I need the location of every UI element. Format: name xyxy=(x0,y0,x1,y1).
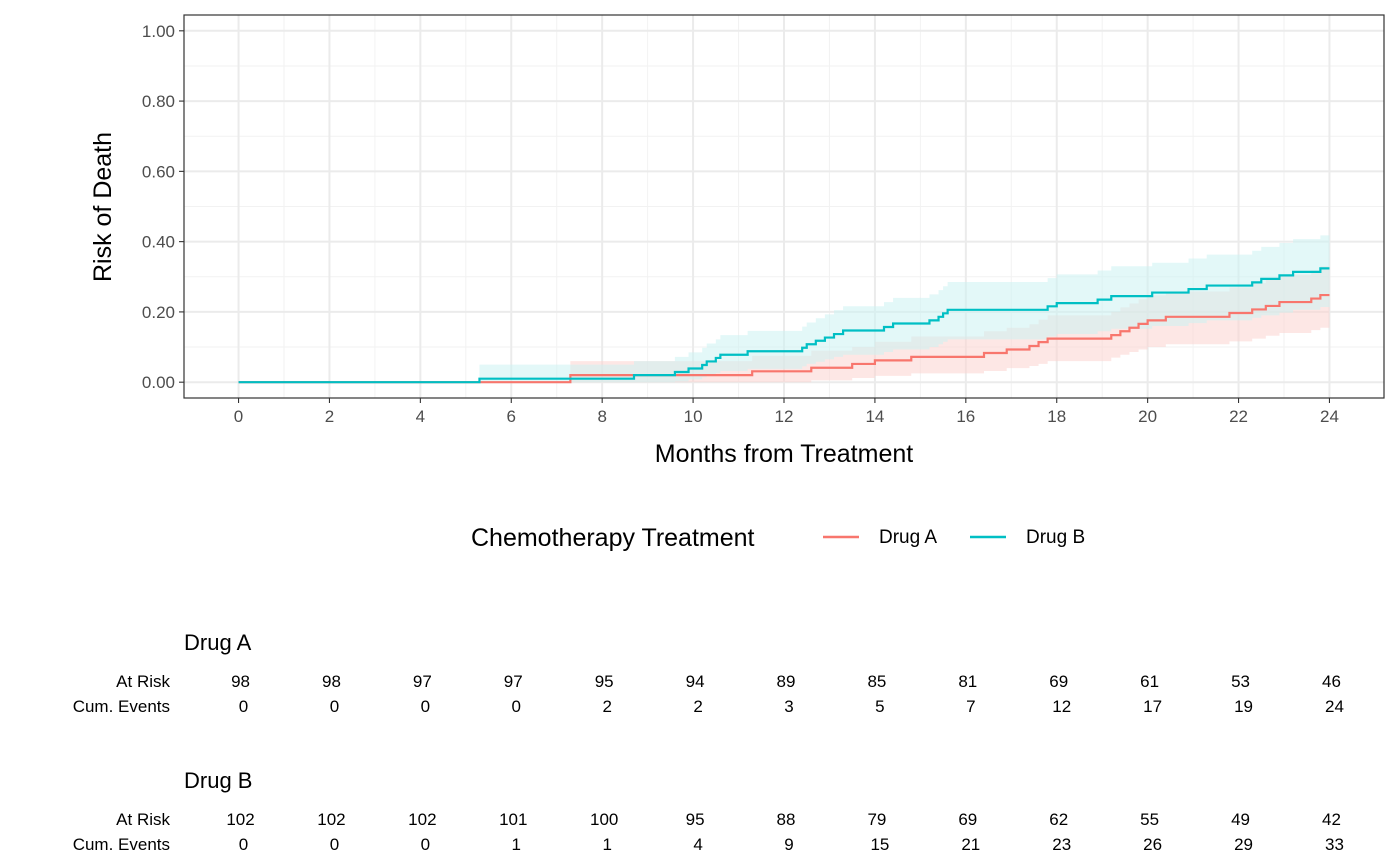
risk-table-cell-cum-events: 0 xyxy=(239,835,248,854)
risk-table-row-label-at-risk: At Risk xyxy=(116,672,170,691)
risk-table-cell-cum-events: 23 xyxy=(1052,835,1071,854)
risk-table-cell-at-risk: 95 xyxy=(595,672,614,691)
risk-table-cell-cum-events: 7 xyxy=(966,697,975,716)
risk-table-row-label-cum-events: Cum. Events xyxy=(73,697,170,716)
y-tick-label: 0.20 xyxy=(142,303,175,322)
legend: Chemotherapy Treatment Drug A Drug B xyxy=(471,524,1085,552)
y-tick-label: 0.60 xyxy=(142,162,175,181)
risk-table-cell-cum-events: 29 xyxy=(1234,835,1253,854)
risk-table-cell-cum-events: 0 xyxy=(421,697,430,716)
ci-band-drug-b xyxy=(238,235,1330,383)
ci-band-drug-a xyxy=(238,266,1330,383)
risk-table-cell-cum-events: 0 xyxy=(330,697,339,716)
risk-table-cell-at-risk: 88 xyxy=(777,810,796,829)
legend-label-drug-a: Drug A xyxy=(879,527,937,548)
risk-table-cell-at-risk: 97 xyxy=(504,672,523,691)
risk-table-row-label-at-risk: At Risk xyxy=(116,810,170,829)
y-tick-label: 0.80 xyxy=(142,92,175,111)
x-tick-label: 8 xyxy=(597,407,606,426)
risk-table-cell-cum-events: 12 xyxy=(1052,697,1071,716)
risk-table-cell-cum-events: 26 xyxy=(1143,835,1162,854)
risk-table-cell-at-risk: 69 xyxy=(1049,672,1068,691)
risk-table-cell-at-risk: 61 xyxy=(1140,672,1159,691)
legend-label-drug-b: Drug B xyxy=(1026,527,1085,548)
x-tick-label: 24 xyxy=(1320,407,1339,426)
y-tick-label: 0.40 xyxy=(142,233,175,252)
confidence-bands xyxy=(238,235,1330,383)
risk-table-cell-cum-events: 19 xyxy=(1234,697,1253,716)
risk-table-cell-at-risk: 100 xyxy=(590,810,618,829)
risk-table-cell-at-risk: 102 xyxy=(226,810,254,829)
step-lines xyxy=(238,267,1330,384)
risk-table-cell-at-risk: 102 xyxy=(408,810,436,829)
risk-table-cell-at-risk: 98 xyxy=(322,672,341,691)
y-tick-label: 0.00 xyxy=(142,373,175,392)
risk-table-cell-cum-events: 2 xyxy=(693,697,702,716)
risk-table-cell-cum-events: 0 xyxy=(421,835,430,854)
risk-table-group-title-drug-a: Drug A xyxy=(184,630,252,655)
risk-table-cell-cum-events: 0 xyxy=(330,835,339,854)
x-tick-label: 20 xyxy=(1138,407,1157,426)
risk-table-cell-at-risk: 89 xyxy=(777,672,796,691)
risk-table-cell-cum-events: 3 xyxy=(784,697,793,716)
series-line-drug-a xyxy=(238,293,1330,384)
x-tick-label: 12 xyxy=(775,407,794,426)
risk-table-cell-at-risk: 98 xyxy=(231,672,250,691)
risk-table-cell-at-risk: 46 xyxy=(1322,672,1341,691)
risk-table-cell-at-risk: 101 xyxy=(499,810,527,829)
risk-table-cell-cum-events: 1 xyxy=(512,835,521,854)
risk-table-cell-cum-events: 1 xyxy=(602,835,611,854)
risk-table-cell-at-risk: 97 xyxy=(413,672,432,691)
risk-table-cell-at-risk: 85 xyxy=(867,672,886,691)
risk-table-cell-cum-events: 4 xyxy=(693,835,702,854)
risk-table-cell-cum-events: 17 xyxy=(1143,697,1162,716)
risk-table-cell-at-risk: 69 xyxy=(958,810,977,829)
axes: 0 2 4 6 8 10 12 14 16 18 20 22 240.000.200.400.600.8… xyxy=(142,22,1339,426)
x-tick-label: 16 xyxy=(956,407,975,426)
x-tick-label: 4 xyxy=(416,407,425,426)
risk-table-cell-at-risk: 79 xyxy=(867,810,886,829)
x-tick-label: 22 xyxy=(1229,407,1248,426)
risk-table-group-title-drug-b: Drug B xyxy=(184,768,252,793)
risk-table-row-label-cum-events: Cum. Events xyxy=(73,835,170,854)
risk-table-cell-cum-events: 33 xyxy=(1325,835,1344,854)
y-tick-label: 1.00 xyxy=(142,22,175,41)
risk-table-cell-at-risk: 42 xyxy=(1322,810,1341,829)
risk-table-cell-cum-events: 2 xyxy=(602,697,611,716)
x-tick-label: 18 xyxy=(1047,407,1066,426)
risk-table-cell-cum-events: 21 xyxy=(961,835,980,854)
risk-table-cell-at-risk: 94 xyxy=(686,672,705,691)
risk-table-cell-at-risk: 95 xyxy=(686,810,705,829)
series-line-drug-b xyxy=(238,267,1330,384)
risk-table-cell-cum-events: 0 xyxy=(239,697,248,716)
x-tick-label: 14 xyxy=(865,407,884,426)
y-axis-title: Risk of Death xyxy=(89,132,117,282)
risk-table-cell-at-risk: 81 xyxy=(958,672,977,691)
risk-table-cell-at-risk: 49 xyxy=(1231,810,1250,829)
x-tick-label: 2 xyxy=(325,407,334,426)
risk-table-cell-at-risk: 53 xyxy=(1231,672,1250,691)
x-axis-title: Months from Treatment xyxy=(655,440,913,468)
risk-table-cell-at-risk: 62 xyxy=(1049,810,1068,829)
risk-table-cell-cum-events: 0 xyxy=(512,697,521,716)
x-tick-label: 6 xyxy=(507,407,516,426)
x-tick-label: 10 xyxy=(684,407,703,426)
risk-table-cell-cum-events: 9 xyxy=(784,835,793,854)
risk-table-cell-at-risk: 55 xyxy=(1140,810,1159,829)
legend-title: Chemotherapy Treatment xyxy=(471,524,755,552)
risk-table-cell-cum-events: 15 xyxy=(870,835,889,854)
x-tick-label: 0 xyxy=(234,407,243,426)
risk-table-cell-cum-events: 24 xyxy=(1325,697,1344,716)
risk-table-cell-at-risk: 102 xyxy=(317,810,345,829)
risk-table-cell-cum-events: 5 xyxy=(875,697,884,716)
